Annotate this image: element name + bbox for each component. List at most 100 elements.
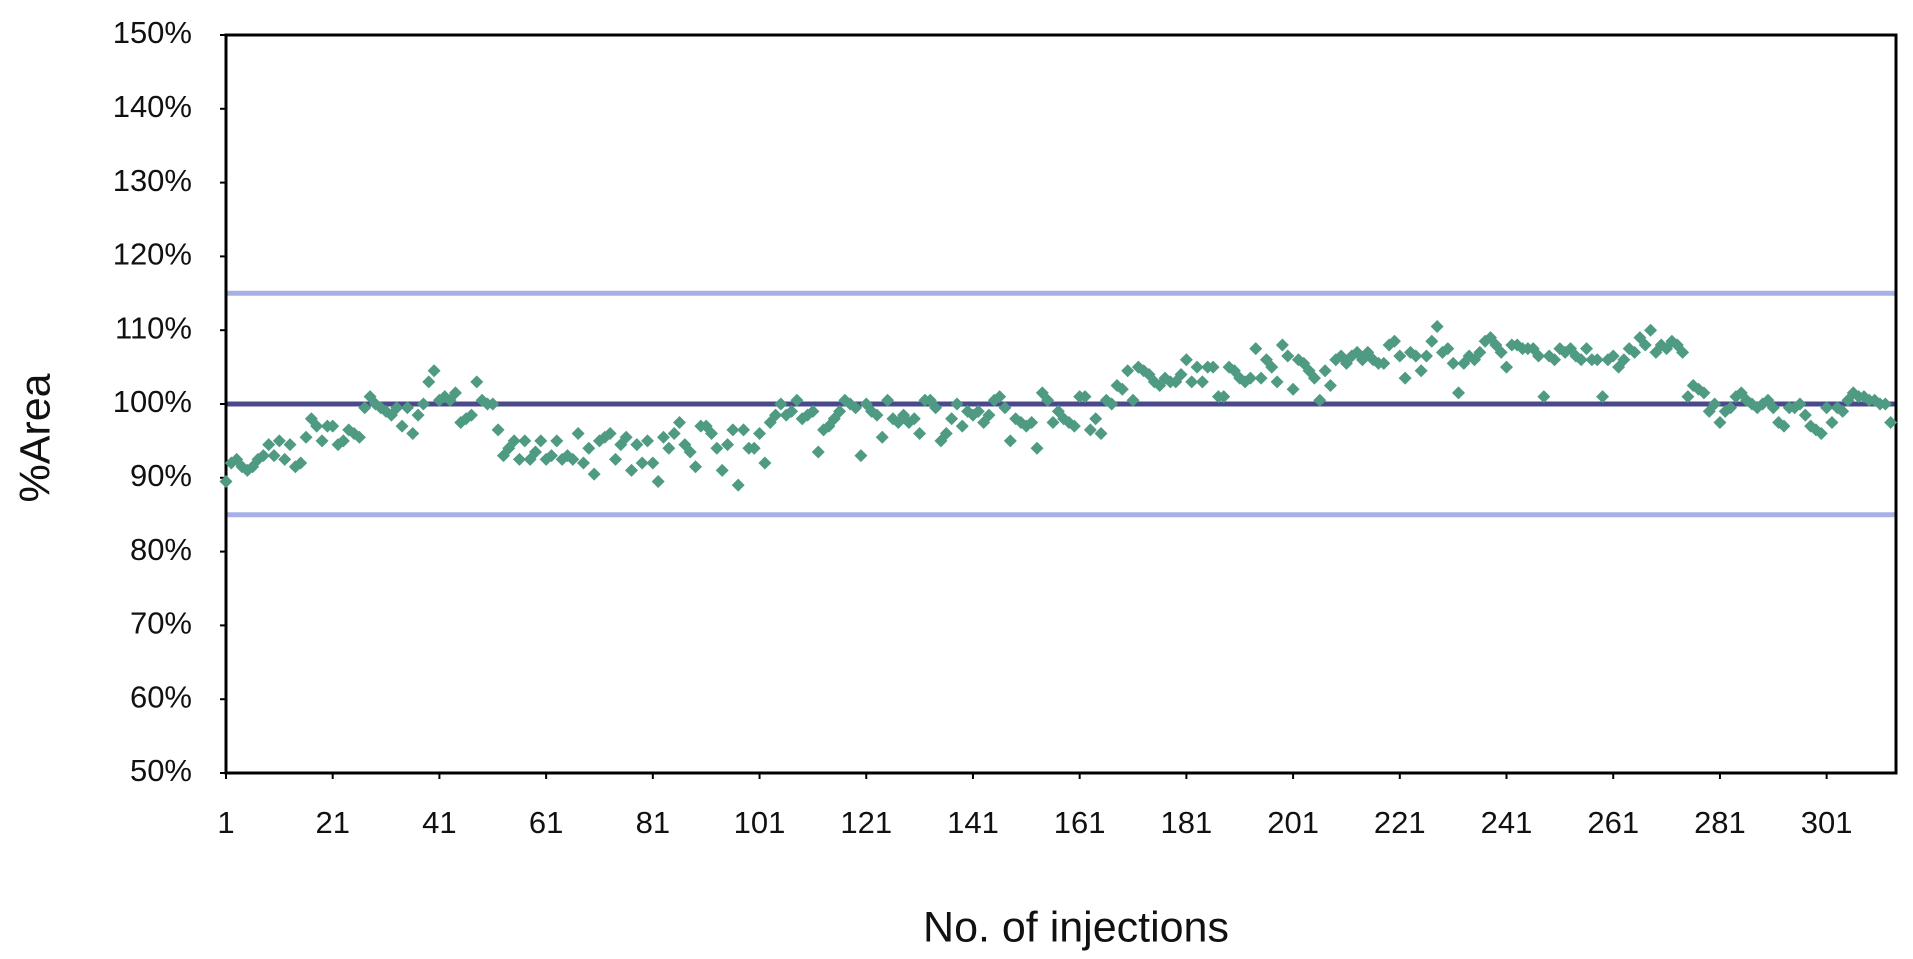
data-point <box>470 375 484 389</box>
data-point <box>993 390 1007 404</box>
y-tick-label: 110% <box>115 310 192 345</box>
data-point <box>416 397 430 411</box>
data-point <box>1025 415 1039 429</box>
data-point <box>1820 401 1834 415</box>
data-point <box>1777 419 1791 433</box>
y-tick-label: 100% <box>113 384 192 419</box>
data-point <box>582 441 596 455</box>
data-point <box>705 427 719 441</box>
data-point <box>395 419 409 433</box>
data-point <box>1606 349 1620 363</box>
data-point <box>272 434 286 448</box>
x-tick-label: 21 <box>315 805 349 840</box>
data-point <box>422 375 436 389</box>
data-point <box>1814 427 1828 441</box>
data-point <box>1836 404 1850 418</box>
data-point <box>630 438 644 452</box>
y-tick-label: 50% <box>130 753 192 788</box>
data-point <box>998 401 1012 415</box>
data-point <box>336 434 350 448</box>
data-point <box>1318 364 1332 378</box>
data-point <box>747 441 761 455</box>
data-point <box>1724 401 1738 415</box>
y-tick-label: 70% <box>130 606 192 641</box>
data-point <box>651 474 665 488</box>
data-point <box>854 449 868 463</box>
data-point <box>715 463 729 477</box>
data-point <box>811 445 825 459</box>
data-point <box>1409 349 1423 363</box>
data-point <box>1451 386 1465 400</box>
data-point <box>982 408 996 422</box>
data-point <box>566 452 580 466</box>
data-point <box>870 408 884 422</box>
x-tick-label: 201 <box>1267 805 1319 840</box>
data-point <box>1708 397 1722 411</box>
data-point <box>1793 397 1807 411</box>
data-point <box>406 427 420 441</box>
x-axis-title: No. of injections <box>923 903 1229 951</box>
data-point <box>1494 345 1508 359</box>
data-point <box>1089 412 1103 426</box>
data-point <box>352 430 366 444</box>
data-point <box>806 404 820 418</box>
data-point <box>1446 356 1460 370</box>
data-point <box>1532 349 1546 363</box>
data-point <box>1825 415 1839 429</box>
data-point <box>849 401 863 415</box>
data-point <box>955 419 969 433</box>
data-point <box>390 401 404 415</box>
data-point <box>939 427 953 441</box>
data-point <box>1441 342 1455 356</box>
data-point <box>1046 415 1060 429</box>
data-point <box>1243 371 1257 385</box>
data-point <box>1574 353 1588 367</box>
data-point <box>1628 345 1642 359</box>
data-point <box>785 404 799 418</box>
data-point <box>544 449 558 463</box>
data-point <box>945 412 959 426</box>
data-point <box>1121 364 1135 378</box>
data-point <box>875 430 889 444</box>
data-point <box>1270 375 1284 389</box>
data-point <box>1596 390 1610 404</box>
data-point <box>491 423 505 437</box>
data-point <box>464 408 478 422</box>
data-point <box>310 419 324 433</box>
x-tick-label: 41 <box>422 805 456 840</box>
data-point <box>1644 323 1658 337</box>
data-point <box>683 445 697 459</box>
data-point <box>267 449 281 463</box>
data-point <box>753 427 767 441</box>
data-point <box>1286 382 1300 396</box>
data-point <box>641 434 655 448</box>
data-point <box>1217 390 1231 404</box>
data-point <box>1884 415 1898 429</box>
data-point <box>283 438 297 452</box>
data-point <box>587 467 601 481</box>
data-point <box>358 401 372 415</box>
data-point <box>256 449 270 463</box>
data-point <box>1041 393 1055 407</box>
data-point <box>1638 338 1652 352</box>
data-point <box>1078 390 1092 404</box>
data-point <box>326 419 340 433</box>
data-point <box>1307 371 1321 385</box>
data-point <box>1281 349 1295 363</box>
data-point <box>1067 419 1081 433</box>
plot-frame <box>224 33 1898 775</box>
data-point <box>833 404 847 418</box>
data-point <box>1094 427 1108 441</box>
x-tick-label: 241 <box>1481 805 1533 840</box>
data-point <box>534 434 548 448</box>
data-point <box>758 456 772 470</box>
data-point <box>1473 345 1487 359</box>
data-point <box>294 456 308 470</box>
data-point <box>881 393 895 407</box>
x-tick-label: 141 <box>947 805 999 840</box>
x-tick-label: 81 <box>636 805 670 840</box>
data-point <box>576 456 590 470</box>
data-point <box>507 434 521 448</box>
data-point <box>731 478 745 492</box>
